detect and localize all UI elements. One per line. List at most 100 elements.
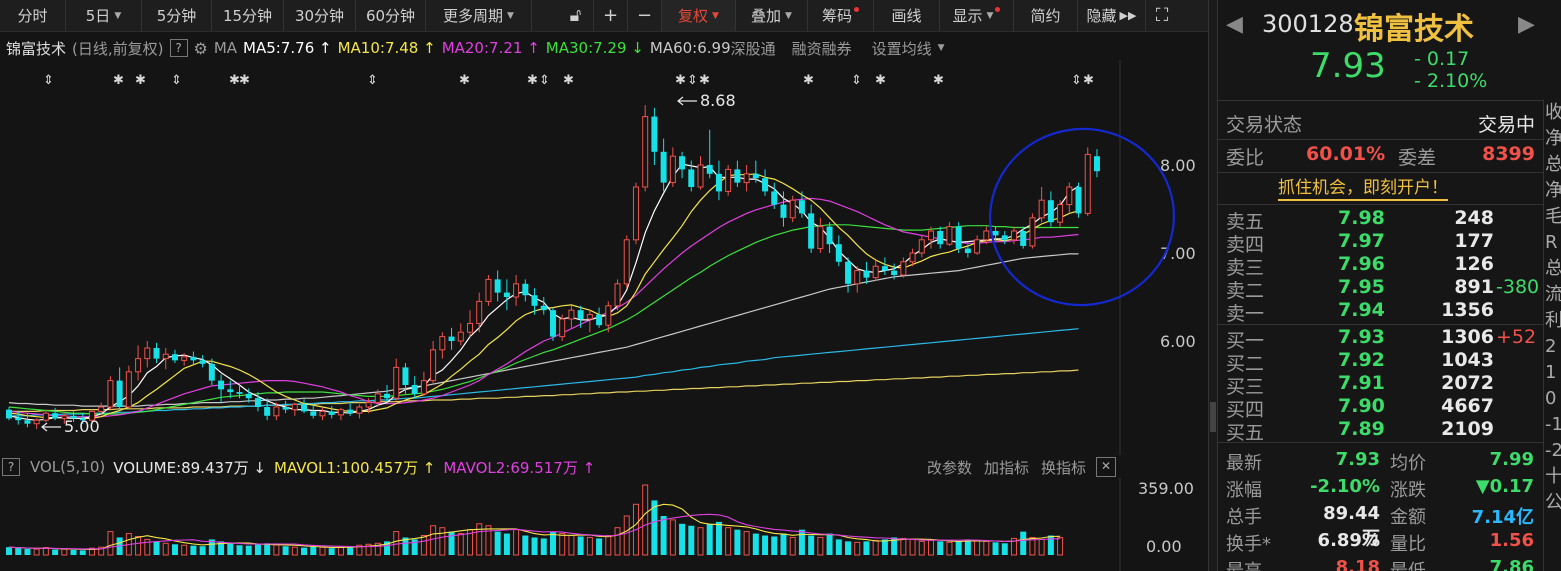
bid-level[interactable]: 买二 7.92 1043 [1218, 349, 1543, 375]
fullscreen-icon[interactable]: ⛶ [1155, 5, 1169, 26]
candle[interactable] [992, 226, 999, 240]
candle[interactable] [577, 305, 584, 328]
event-marker-icon[interactable]: ✱ [875, 73, 886, 88]
add-indicator-button[interactable]: 加指标 [983, 458, 1029, 477]
splitter-handle[interactable] [1210, 402, 1216, 432]
zoom-in-icon[interactable]: + [594, 0, 628, 31]
candle[interactable] [153, 342, 160, 363]
candle[interactable] [208, 358, 215, 385]
candle[interactable] [651, 107, 658, 165]
candle[interactable] [789, 195, 796, 223]
candle[interactable] [1020, 226, 1027, 249]
gear-icon[interactable]: ⚙ [193, 38, 208, 58]
hk-connect-link[interactable]: 深股通 [730, 39, 776, 58]
event-marker-icon[interactable]: ⇕ [539, 73, 550, 88]
tab-5day[interactable]: 5日 ▼ [66, 0, 142, 31]
candle[interactable] [881, 257, 888, 275]
bid-level[interactable]: 买四 7.90 4667 [1218, 395, 1543, 421]
candle[interactable] [826, 222, 833, 253]
candle[interactable] [24, 413, 31, 428]
candle[interactable] [264, 398, 271, 421]
candle[interactable] [15, 411, 22, 425]
ask-level[interactable]: 卖四 7.97 177 [1218, 230, 1543, 256]
event-marker-icon[interactable]: ⇕ [367, 73, 378, 88]
change-params-button[interactable]: 改参数 [926, 458, 972, 477]
candle[interactable] [835, 235, 842, 267]
event-marker-icon[interactable]: ⇕ [687, 73, 698, 88]
candle[interactable] [476, 292, 483, 333]
candle[interactable] [559, 314, 566, 341]
volume-chart[interactable]: 359.00 0.00 [0, 478, 1208, 571]
open-account-link[interactable]: 抓住机会，即刻开户！ [1278, 177, 1448, 201]
display-dropdown[interactable]: 显示 ▼ [940, 0, 1014, 31]
candle[interactable] [752, 160, 759, 183]
tab-5min[interactable]: 5分钟 [142, 0, 212, 31]
candle[interactable] [605, 301, 612, 333]
ask-level[interactable]: 卖五 7.98 248 [1218, 207, 1543, 233]
event-marker-icon[interactable]: ✱ [239, 73, 250, 88]
margin-trading-link[interactable]: 融资融券 [791, 39, 852, 58]
candle[interactable] [181, 353, 188, 366]
panel-splitter[interactable] [1208, 0, 1218, 571]
candle[interactable] [715, 160, 722, 201]
bid-level[interactable]: 买三 7.91 2072 [1218, 372, 1543, 398]
event-marker-icon[interactable]: ✱ [675, 73, 686, 88]
candle[interactable] [457, 323, 464, 346]
candle[interactable] [1047, 191, 1054, 227]
candle[interactable] [706, 129, 713, 179]
event-marker-icon[interactable]: ✱ [135, 73, 146, 88]
candle[interactable] [125, 365, 132, 408]
candle[interactable] [144, 341, 151, 368]
candle[interactable] [347, 402, 354, 416]
event-marker-icon[interactable]: ✱ [699, 73, 710, 88]
candle[interactable] [98, 402, 105, 416]
candle[interactable] [301, 399, 308, 414]
lock-icon[interactable]: 🔓︎ [558, 0, 594, 31]
event-marker-icon[interactable]: ✱ [113, 73, 124, 88]
candle[interactable] [679, 151, 686, 179]
candle[interactable] [319, 407, 326, 421]
candle[interactable] [254, 392, 261, 412]
chips-button[interactable]: 筹码 [808, 0, 874, 31]
candle[interactable] [116, 367, 123, 412]
candle[interactable] [817, 217, 824, 253]
event-marker-icon[interactable]: ⇕ [43, 73, 54, 88]
candle[interactable] [891, 263, 898, 280]
candle[interactable] [762, 169, 769, 196]
candle[interactable] [845, 257, 852, 293]
candle[interactable] [439, 332, 446, 359]
candle[interactable] [734, 160, 741, 187]
candle[interactable] [513, 275, 520, 306]
candle[interactable] [199, 355, 206, 368]
candle[interactable] [798, 191, 805, 218]
candle[interactable] [467, 310, 473, 337]
event-marker-icon[interactable]: ⇕ [851, 73, 862, 88]
candle[interactable] [697, 156, 704, 190]
next-stock-icon[interactable]: ▶ [1518, 12, 1535, 37]
candle[interactable] [568, 305, 575, 328]
candle[interactable] [190, 351, 197, 364]
candle[interactable] [983, 226, 990, 245]
zoom-out-icon[interactable]: − [628, 0, 662, 31]
candle[interactable] [135, 345, 142, 381]
candle[interactable] [420, 371, 427, 396]
bid-level[interactable]: 买一 7.93 1306 +52 [1218, 326, 1543, 352]
event-marker-icon[interactable]: ✱ [459, 73, 470, 88]
candle[interactable] [70, 411, 77, 422]
candle[interactable] [328, 406, 335, 419]
candle[interactable] [411, 376, 418, 399]
candle[interactable] [494, 270, 501, 302]
candle[interactable] [614, 279, 621, 311]
tab-intraday[interactable]: 分时 [0, 0, 66, 31]
candle[interactable] [1066, 182, 1073, 214]
candle[interactable] [632, 182, 639, 245]
candle[interactable] [964, 244, 971, 258]
candle[interactable] [937, 226, 944, 249]
candle[interactable] [1001, 231, 1008, 245]
candle[interactable] [374, 389, 381, 407]
candle[interactable] [743, 165, 750, 192]
candle[interactable] [430, 341, 437, 385]
candle[interactable] [669, 147, 676, 187]
candle[interactable] [448, 327, 455, 350]
candle[interactable] [854, 266, 861, 293]
